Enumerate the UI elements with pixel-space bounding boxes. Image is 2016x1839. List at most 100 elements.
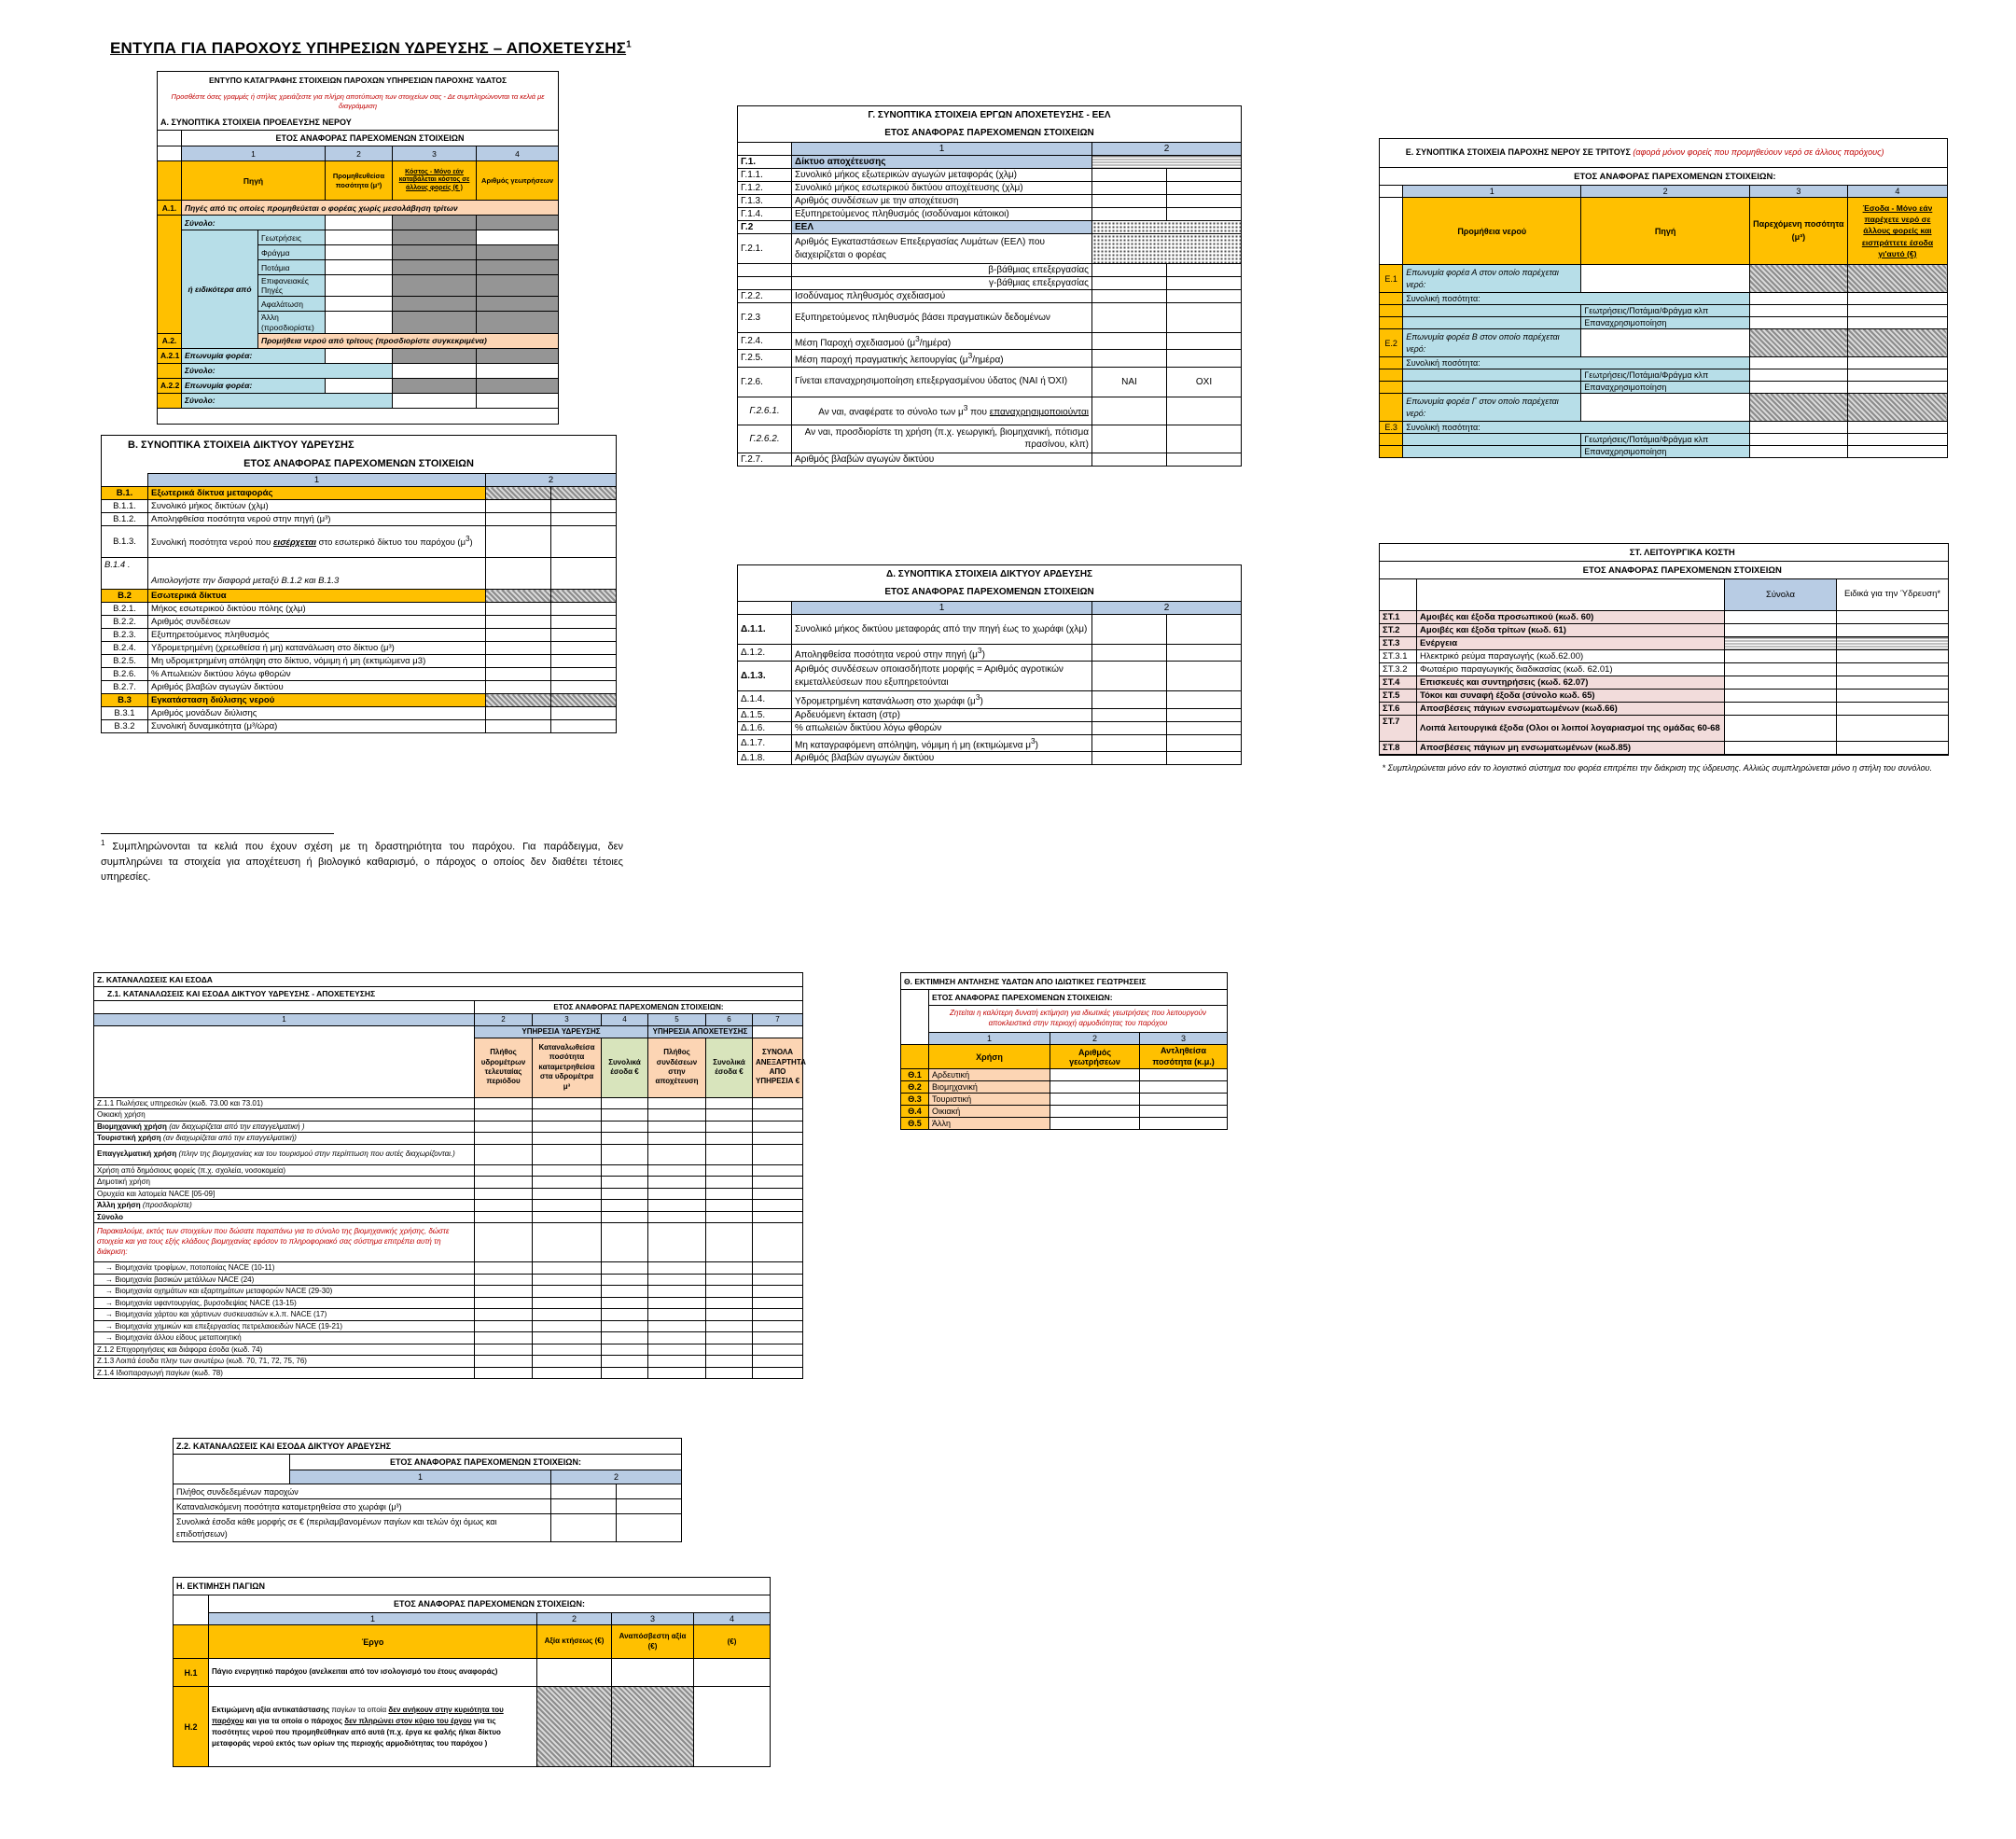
form-z-c-19-1[interactable]	[474, 1355, 533, 1368]
form-z-c-13-5[interactable]	[705, 1285, 753, 1298]
form-z-c-20-3[interactable]	[601, 1366, 648, 1379]
form-e-sub2-qty-1[interactable]	[1748, 381, 1848, 394]
form-z-c-0-1[interactable]	[474, 1096, 533, 1109]
form-c-row-cell-14b[interactable]	[1165, 396, 1243, 425]
form-z-c-6-6[interactable]	[751, 1176, 804, 1189]
form-z-c-11-4[interactable]	[647, 1261, 706, 1275]
form-e-total-qty-1[interactable]	[1748, 356, 1848, 369]
form-z-c-5-5[interactable]	[705, 1163, 753, 1177]
form-z-c-18-2[interactable]	[532, 1343, 602, 1356]
form-b-row-cell-2a[interactable]	[485, 512, 551, 526]
form-z-c-4-4[interactable]	[647, 1143, 706, 1165]
form-z-c-15-3[interactable]	[601, 1308, 648, 1321]
form-z-c-5-4[interactable]	[647, 1163, 706, 1177]
form-b-row-cell-1a[interactable]	[485, 499, 551, 513]
form-z-c-13-6[interactable]	[751, 1285, 804, 1298]
form-z-c-12-6[interactable]	[751, 1273, 804, 1286]
form-b-row-cell-14a[interactable]	[485, 706, 551, 720]
form-c-row-cell-7a[interactable]	[1091, 263, 1167, 277]
form-z-c-7-2[interactable]	[532, 1187, 602, 1200]
form-e-sub2-rev-2[interactable]	[1846, 445, 1949, 458]
form-z-c-18-4[interactable]	[647, 1343, 706, 1356]
form-z-c-3-6[interactable]	[751, 1132, 804, 1145]
form-th-row-qty-1[interactable]	[1138, 1080, 1229, 1094]
form-c-row-cell-16b[interactable]	[1165, 452, 1243, 467]
form-z-c-19-6[interactable]	[751, 1355, 804, 1368]
form-z2-cell-0b[interactable]	[616, 1484, 682, 1499]
form-a-source-qty-4[interactable]	[325, 296, 393, 313]
form-c-row-cell-15b[interactable]	[1165, 424, 1243, 453]
form-e-sub1-rev-1[interactable]	[1846, 369, 1949, 382]
form-z-c-7-1[interactable]	[474, 1187, 533, 1200]
form-z-c-4-3[interactable]	[601, 1143, 648, 1165]
form-z-c-14-4[interactable]	[647, 1296, 706, 1309]
form-z-c-13-4[interactable]	[647, 1285, 706, 1298]
form-z-c-6-4[interactable]	[647, 1176, 706, 1189]
form-z-c-7-4[interactable]	[647, 1187, 706, 1200]
form-b-row-cell-4b[interactable]	[549, 557, 618, 590]
form-c-no-option[interactable]: ΟΧΙ	[1165, 366, 1243, 397]
form-st-row-water-8[interactable]	[1836, 715, 1949, 742]
form-z-c-1-6[interactable]	[751, 1108, 804, 1122]
form-d-row-cell-5a[interactable]	[1091, 720, 1167, 735]
form-z-c-18-3[interactable]	[601, 1343, 648, 1356]
form-z-c-12-5[interactable]	[705, 1273, 753, 1286]
form-c-row-cell-12b[interactable]	[1165, 349, 1243, 368]
form-z-c-10-3[interactable]	[601, 1222, 648, 1262]
form-z-c-18-6[interactable]	[751, 1343, 804, 1356]
form-z-c-10-2[interactable]	[532, 1222, 602, 1262]
form-z2-cell-1b[interactable]	[616, 1498, 682, 1514]
form-b-row-cell-7b[interactable]	[549, 615, 618, 629]
form-z-c-15-4[interactable]	[647, 1308, 706, 1321]
form-b-row-cell-9b[interactable]	[549, 641, 618, 655]
form-a-a22-total-boreholes[interactable]	[475, 392, 560, 409]
form-c-row-cell-9a[interactable]	[1091, 289, 1167, 303]
form-e-sub1-rev-0[interactable]	[1846, 304, 1949, 317]
form-z-c-6-2[interactable]	[532, 1176, 602, 1189]
form-z-c-17-2[interactable]	[532, 1331, 602, 1344]
form-c-row-cell-2b[interactable]	[1165, 181, 1243, 195]
form-z-c-6-5[interactable]	[705, 1176, 753, 1189]
form-st-row-total-7[interactable]	[1724, 702, 1837, 716]
form-c-row-cell-9b[interactable]	[1165, 289, 1243, 303]
form-th-row-qty-0[interactable]	[1138, 1068, 1229, 1082]
form-e-total-rev-2[interactable]	[1846, 421, 1949, 434]
form-st-row-water-4[interactable]	[1836, 662, 1949, 676]
form-z-c-20-4[interactable]	[647, 1366, 706, 1379]
form-z-c-8-5[interactable]	[705, 1199, 753, 1212]
form-b-row-cell-12b[interactable]	[549, 680, 618, 694]
form-c-row-cell-14a[interactable]	[1091, 396, 1167, 425]
form-c-row-cell-10b[interactable]	[1165, 302, 1243, 333]
form-z-c-7-5[interactable]	[705, 1187, 753, 1200]
form-z-c-16-1[interactable]	[474, 1319, 533, 1332]
form-c-row-cell-11b[interactable]	[1165, 331, 1243, 351]
form-h-row-euro-1[interactable]	[693, 1686, 771, 1767]
form-st-row-total-4[interactable]	[1724, 662, 1837, 676]
form-z-c-10-4[interactable]	[647, 1222, 706, 1262]
form-d-row-cell-0a[interactable]	[1091, 614, 1167, 645]
form-z-c-1-2[interactable]	[532, 1108, 602, 1122]
form-z-c-10-5[interactable]	[705, 1222, 753, 1262]
form-c-row-cell-3a[interactable]	[1091, 194, 1167, 208]
form-z-c-12-2[interactable]	[532, 1273, 602, 1286]
form-d-row-cell-2a[interactable]	[1091, 661, 1167, 692]
form-st-row-total-8[interactable]	[1724, 715, 1837, 742]
form-e-total-qty-2[interactable]	[1748, 421, 1848, 434]
form-b-row-cell-2b[interactable]	[549, 512, 618, 526]
form-e-total-qty-0[interactable]	[1748, 292, 1848, 305]
form-st-row-water-3[interactable]	[1836, 649, 1949, 663]
form-z-c-19-3[interactable]	[601, 1355, 648, 1368]
form-z-c-2-1[interactable]	[474, 1120, 533, 1133]
form-z-c-17-1[interactable]	[474, 1331, 533, 1344]
form-c-row-cell-11a[interactable]	[1091, 331, 1167, 351]
form-z-c-14-3[interactable]	[601, 1296, 648, 1309]
form-z-c-16-2[interactable]	[532, 1319, 602, 1332]
form-th-row-count-2[interactable]	[1050, 1093, 1140, 1107]
form-d-row-cell-2b[interactable]	[1165, 661, 1243, 692]
form-e-sub2-qty-0[interactable]	[1748, 316, 1848, 329]
form-z-c-8-2[interactable]	[532, 1199, 602, 1212]
form-z-c-6-1[interactable]	[474, 1176, 533, 1189]
form-b-row-cell-10b[interactable]	[549, 654, 618, 668]
form-b-row-cell-4a[interactable]	[485, 557, 551, 590]
form-b-row-cell-10a[interactable]	[485, 654, 551, 668]
